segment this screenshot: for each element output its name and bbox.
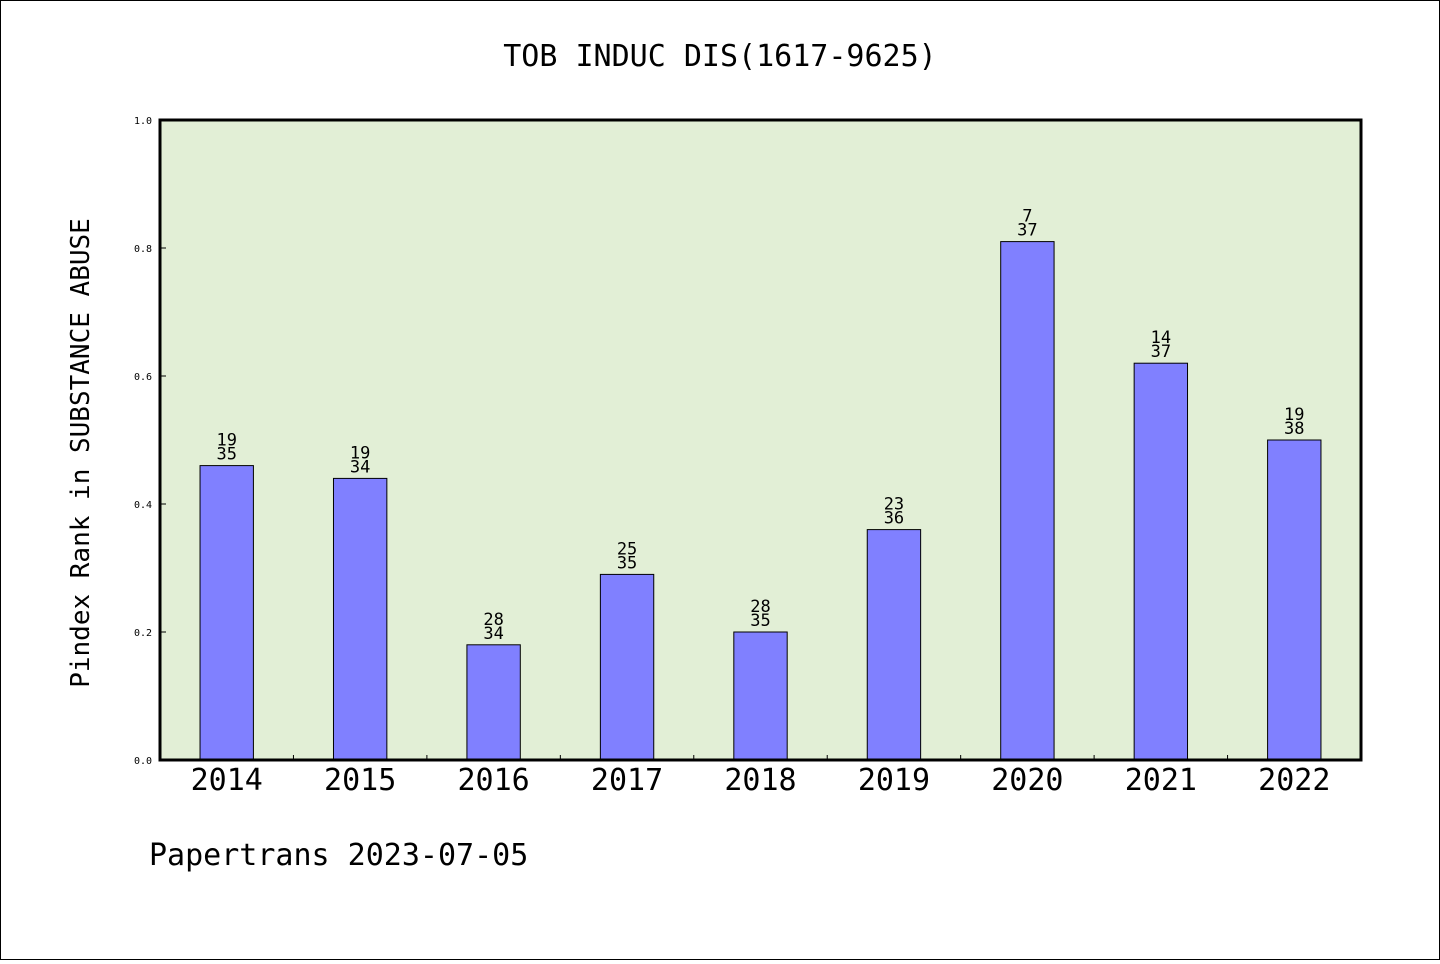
data-label-top: 28 <box>750 597 770 617</box>
data-label-top: 19 <box>350 443 370 463</box>
x-tick-label: 2018 <box>724 763 796 798</box>
x-tick-label: 2022 <box>1258 763 1330 798</box>
data-label-bottom: 35 <box>216 445 236 465</box>
x-tick-label: 2019 <box>858 763 930 798</box>
x-tick-label: 2015 <box>324 763 396 798</box>
bar <box>1000 241 1055 761</box>
data-label-top: 7 <box>1022 207 1032 227</box>
y-tick-label: 0.4 <box>134 500 152 511</box>
bar <box>466 644 521 761</box>
axis-ticks-group: 2014 2015 2016 2017 2018 2019 2020 2021 2022 0.0 0… <box>134 116 1330 798</box>
x-tick-label: 2014 <box>191 763 263 798</box>
x-tick-label: 2017 <box>591 763 663 798</box>
bar <box>1133 362 1189 761</box>
y-axis-label: Pindex Rank in SUBSTANCE ABUSE <box>66 218 96 688</box>
data-label-bottom: 38 <box>1284 419 1304 439</box>
y-tick-label: 0.6 <box>134 372 152 383</box>
x-tick-label: 2021 <box>1125 763 1197 798</box>
footer-text: Papertrans 2023-07-05 <box>149 838 528 873</box>
y-tick-label: 0.0 <box>134 756 152 767</box>
bar <box>599 573 655 761</box>
bar <box>199 465 254 761</box>
bar <box>866 529 922 761</box>
y-tick-label: 0.8 <box>134 244 152 255</box>
data-label-bottom: 37 <box>1151 342 1171 362</box>
data-label-bottom: 34 <box>350 457 370 477</box>
data-label-bottom: 36 <box>884 509 904 529</box>
bar <box>733 631 788 761</box>
data-label-top: 28 <box>483 610 503 630</box>
bar <box>332 477 388 761</box>
x-tick-label: 2016 <box>457 763 529 798</box>
y-tick-label: 0.2 <box>134 628 152 639</box>
x-tick-label: 2020 <box>991 763 1063 798</box>
data-label-bottom: 35 <box>617 553 637 573</box>
data-label-bottom: 35 <box>750 611 770 631</box>
data-label-top: 25 <box>617 539 637 559</box>
data-label-top: 19 <box>1284 405 1304 425</box>
data-label-top: 14 <box>1151 328 1171 348</box>
chart-title: TOB INDUC DIS(1617-9625) <box>503 39 936 74</box>
data-label-top: 19 <box>216 431 236 451</box>
y-tick-label: 1.0 <box>134 116 152 127</box>
data-label-top: 23 <box>884 495 904 515</box>
bar <box>1267 439 1322 761</box>
data-label-bottom: 37 <box>1017 221 1037 241</box>
data-label-bottom: 34 <box>483 624 503 644</box>
plot-border <box>158 118 1363 762</box>
